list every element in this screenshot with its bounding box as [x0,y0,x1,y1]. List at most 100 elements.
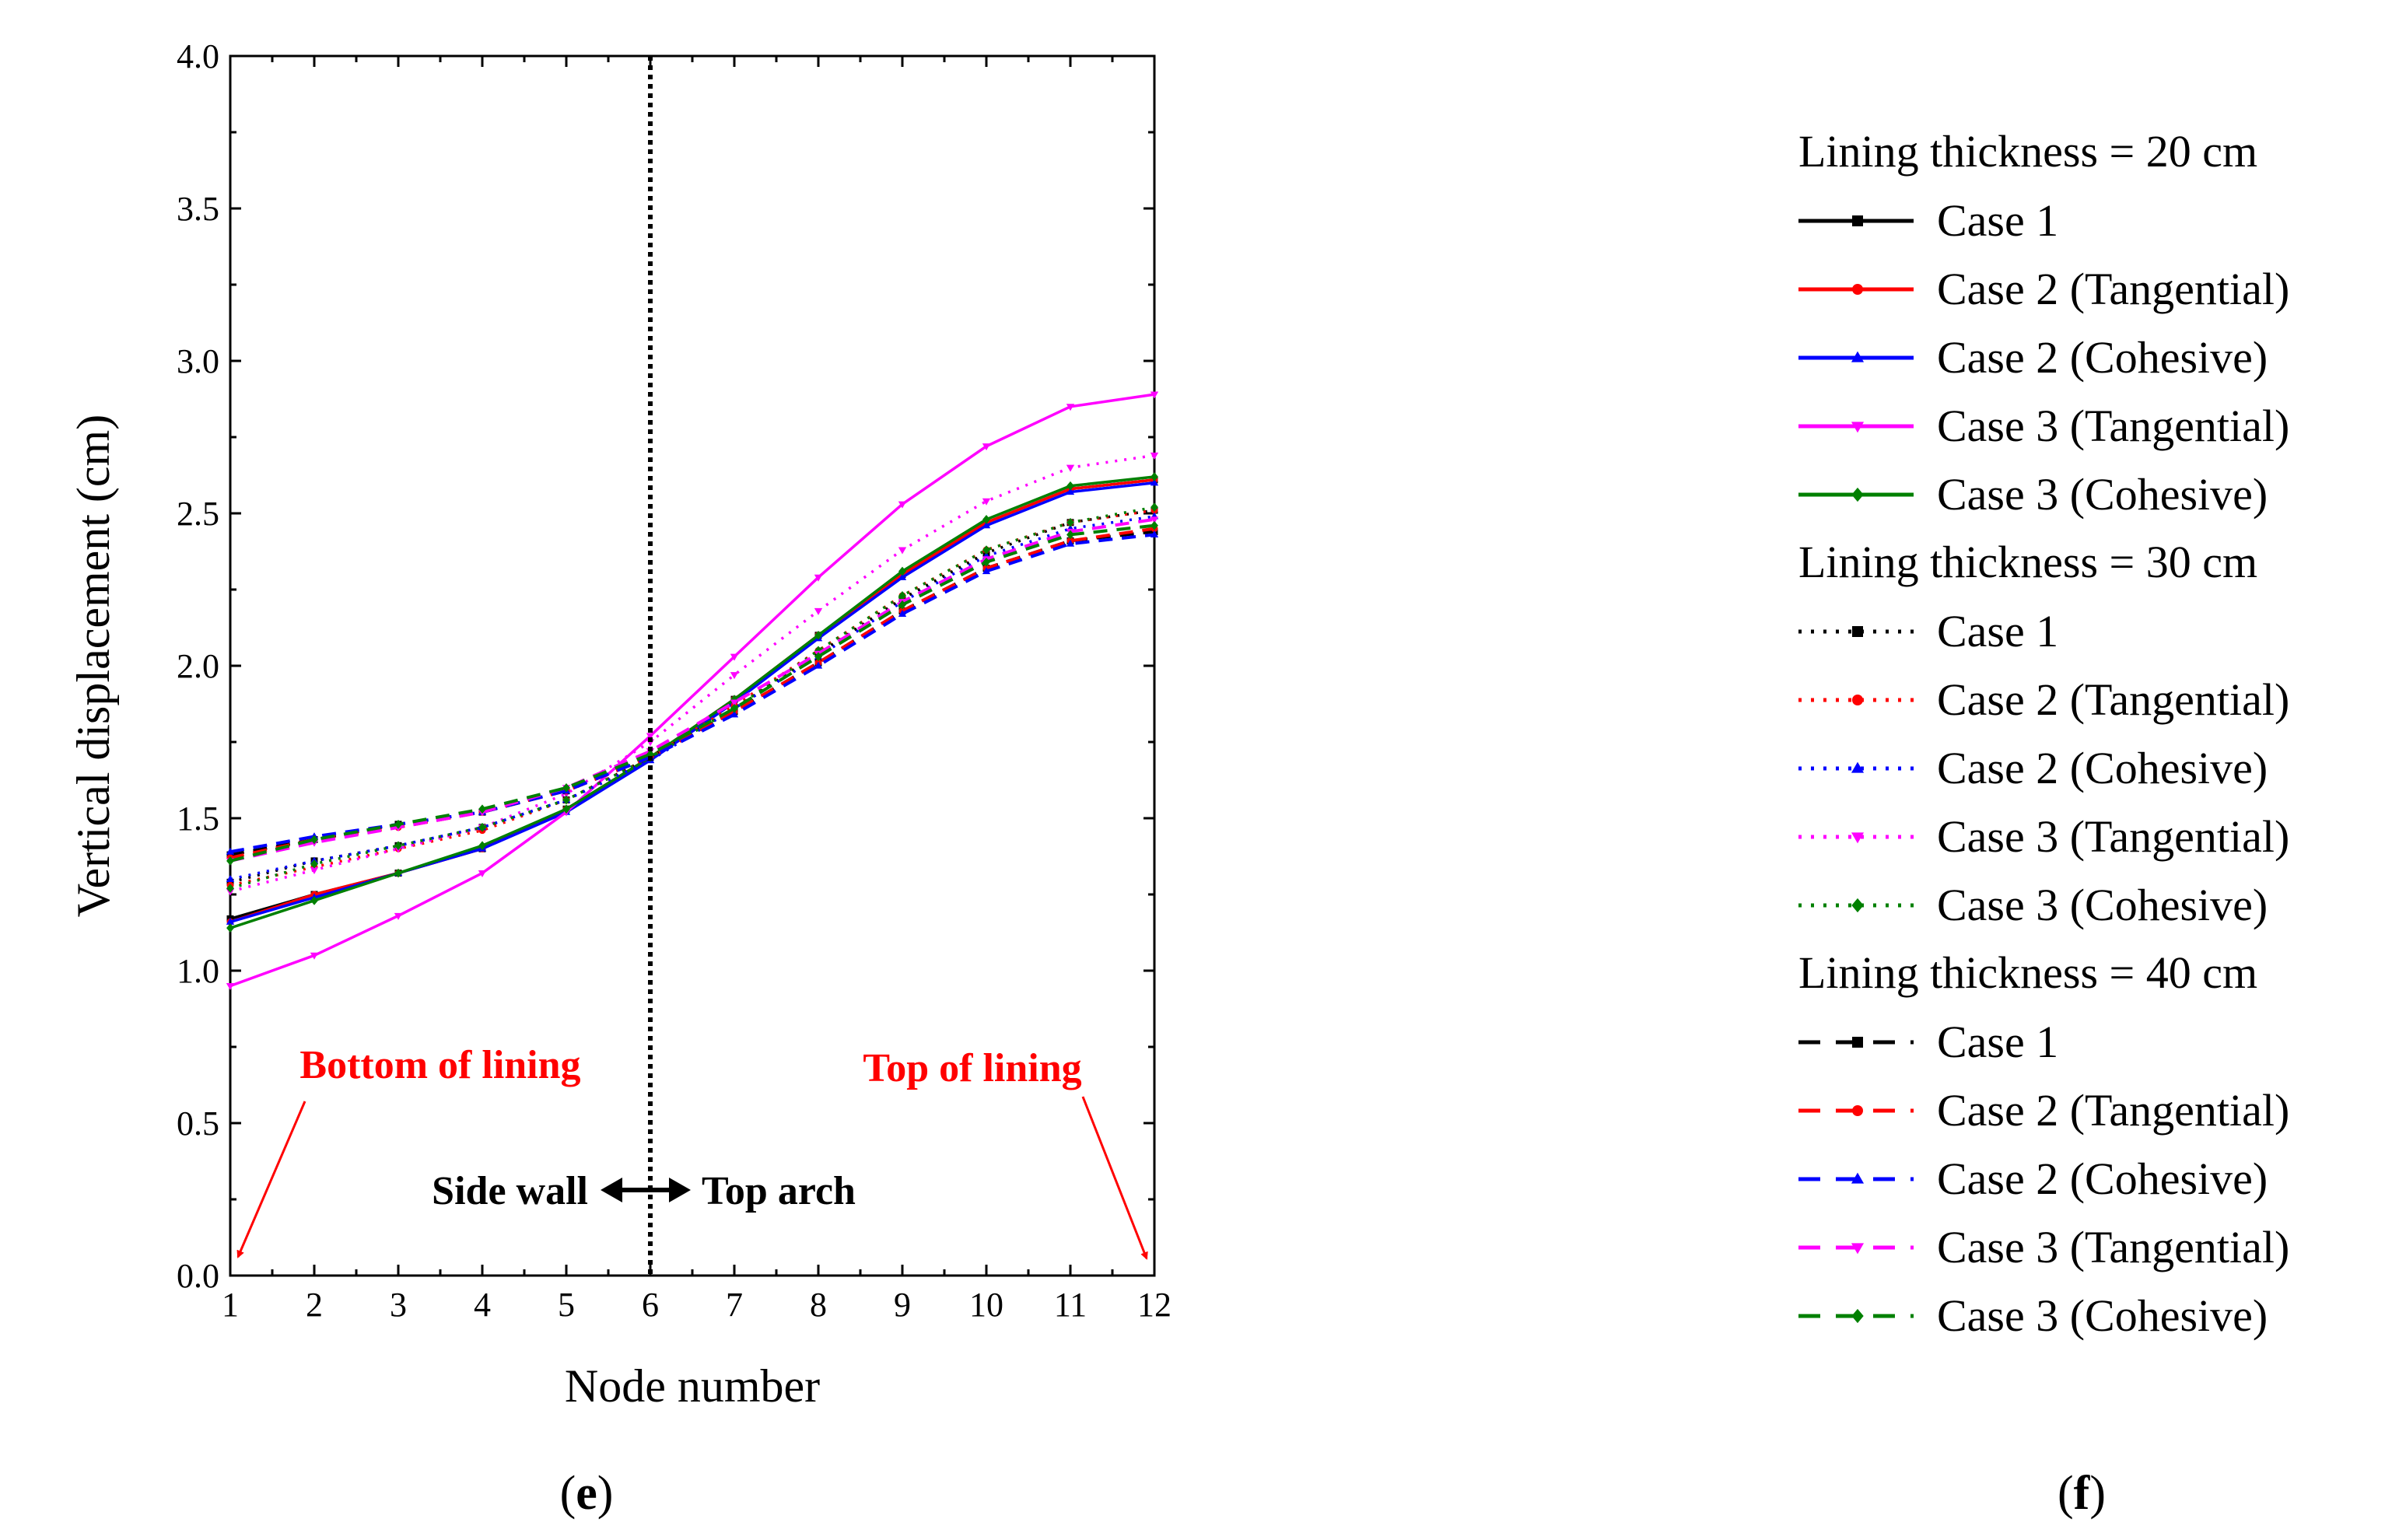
y-tick-label: 4.0 [177,37,219,75]
legend-item: Case 3 (Cohesive) [1798,469,2268,520]
data-point [310,867,319,875]
legend-item: Case 3 (Tangential) [1798,1222,2289,1272]
legend-marker [1852,284,1863,295]
legend-label: Case 3 (Tangential) [1937,811,2289,862]
data-point [814,652,822,662]
data-point [478,822,486,832]
legend-group-title: Lining thickness = 40 cm [1798,947,2257,998]
legend-label: Case 3 (Tangential) [1937,1222,2289,1272]
data-point [982,521,991,529]
legend-item: Case 1 [1798,606,2058,656]
legend-label: Case 2 (Tangential) [1937,674,2289,725]
data-point [226,875,235,882]
x-tick-label: 12 [1137,1286,1171,1324]
data-point [1066,488,1075,495]
data-point [730,710,739,718]
data-point [1150,472,1158,481]
data-point [730,704,738,713]
data-point [982,498,991,506]
legend-item: Case 3 (Tangential) [1798,401,2289,451]
series-line [229,393,1155,988]
data-point [478,841,486,851]
legend-item: Case 2 (Cohesive) [1798,1153,2268,1204]
x-tick-label: 4 [474,1286,491,1324]
data-point [394,868,402,878]
plot-area: 1 2 3 4 5 6 7 8 9 10 11 12 0.00.51.01.52.02.53.03.5… [177,37,1171,1324]
series-line [229,509,1155,887]
legend-label: Case 2 (Tangential) [1937,264,2289,314]
data-point [562,782,570,793]
annotation-bottom-of-lining: Bottom of lining [299,1043,580,1087]
legend-label: Case 2 (Cohesive) [1937,1153,2268,1204]
data-point [1066,539,1075,547]
series-layer [226,391,1159,990]
data-point [478,804,486,814]
y-axis-title: Vertical displacement (cm) [68,415,119,917]
series-dashed-case-1 [226,528,1158,859]
x-axis-title: Node number [565,1360,820,1412]
data-point [814,661,823,669]
legend-label: Case 3 (Tangential) [1937,401,2289,451]
series-line [229,478,1155,921]
data-point [646,733,655,740]
y-tick-label: 1.0 [177,952,219,990]
data-point [562,795,570,805]
data-point [394,841,402,851]
legend-marker [1852,626,1863,637]
x-tick-label: 10 [969,1286,1003,1324]
x-tick-label: 9 [894,1286,911,1324]
legend-marker [1851,761,1865,773]
y-tick-label: 3.5 [177,190,219,228]
annotation-top-arch: Top arch [702,1169,856,1213]
legend-item: Case 3 (Cohesive) [1798,1290,2268,1341]
legend-marker [1851,422,1865,433]
legend-marker [1851,1172,1865,1184]
data-point [814,630,822,640]
data-point [310,859,318,869]
series-solid-case-3-tangential- [226,391,1159,990]
series-line [229,506,1155,890]
data-point [1066,530,1074,540]
x-tick-label: 8 [810,1286,827,1324]
y-axis-ticks: 0.0 0.5 1.0 1.5 2.0 2.5 3.0 3.5 4.0 [177,37,1154,1295]
legend-label: Case 3 (Cohesive) [1937,1290,2268,1341]
data-point [898,566,906,576]
plot-frame [229,54,1156,1277]
legend-label: Case 2 (Cohesive) [1937,743,2268,793]
legend-marker [1851,1308,1864,1324]
data-point [1150,516,1159,524]
legend-marker [1851,898,1864,913]
series-dashed-case-2-tangential- [226,525,1158,862]
data-point [982,557,990,567]
series-line [229,517,1155,863]
x-tick-label: 1 [222,1286,239,1324]
legend-marker [1852,1037,1863,1048]
legend-label: Case 1 [1937,606,2058,656]
arrow-bottom-of-lining [236,1101,306,1258]
data-point [1150,530,1159,538]
data-point [982,545,990,555]
series-line [229,475,1155,929]
double-arrow-icon [601,1178,691,1202]
legend-item: Case 2 (Cohesive) [1798,743,2268,793]
data-point [898,609,907,617]
legend-marker [1851,1243,1865,1255]
legend-group-title: Lining thickness = 20 cm [1798,126,2257,177]
x-tick-label: 7 [726,1286,743,1324]
legend-label: Case 2 (Cohesive) [1937,332,2268,383]
x-tick-label: 5 [558,1286,575,1324]
arrow-top-of-lining [1081,1096,1148,1260]
x-tick-label: 2 [306,1286,323,1324]
data-point [814,607,823,615]
y-tick-label: 0.0 [177,1257,219,1295]
data-point [562,804,570,814]
series-solid-case-2-cohesive- [226,478,1159,925]
data-point [1150,520,1158,530]
series-dashed-case-3-tangential- [226,516,1159,866]
y-tick-label: 2.0 [177,647,219,685]
legend-label: Case 1 [1937,195,2058,246]
legend-item: Case 1 [1798,1017,2058,1067]
data-point [310,895,318,905]
data-point [310,835,318,845]
data-point [1066,517,1074,527]
